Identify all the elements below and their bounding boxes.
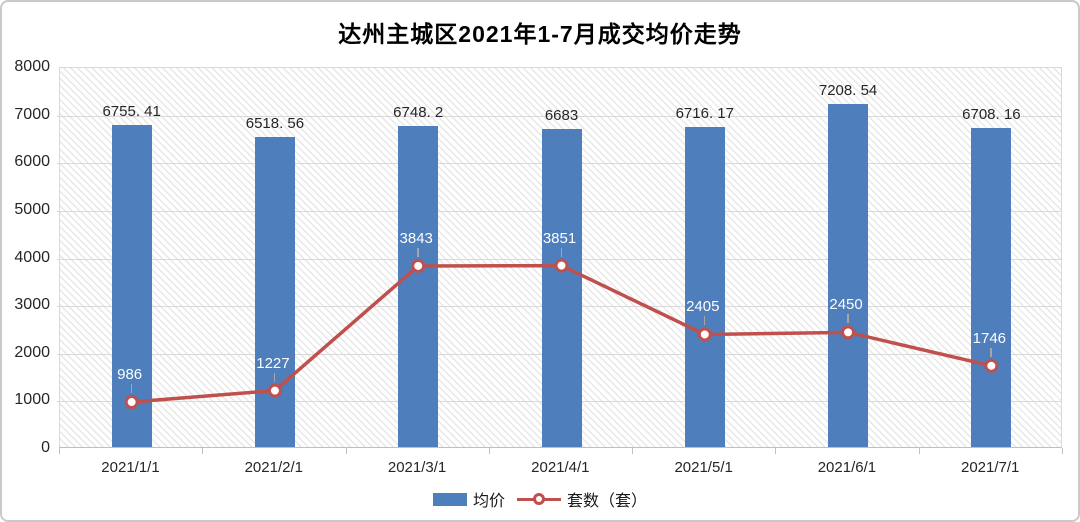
x-axis-tick	[488, 448, 490, 454]
bar	[684, 127, 725, 447]
x-axis-tick	[632, 448, 634, 454]
point-label-leader	[703, 316, 706, 326]
y-axis-tick-label: 5000	[14, 200, 50, 218]
legend: 均价 套数（套）	[2, 487, 1078, 511]
x-axis-category-label: 2021/1/1	[101, 459, 160, 476]
point-value-label: 1746	[972, 329, 1007, 347]
line-point-marker	[697, 327, 712, 342]
line-point-marker	[984, 358, 999, 373]
point-label-leader	[130, 384, 133, 394]
x-axis-tick	[202, 448, 204, 454]
point-value-label: 3843	[399, 229, 433, 247]
line-point-marker	[124, 395, 139, 410]
x-axis-category-label: 2021/2/1	[244, 459, 303, 476]
bar	[971, 127, 1012, 447]
y-axis-tick-label: 7000	[14, 105, 50, 123]
point-value-label: 986	[117, 366, 143, 384]
plot-area: 6755. 41 6518. 56 6748. 2 6683 6716. 17 7208.…	[57, 67, 1062, 448]
bar-value-label: 6708. 16	[962, 105, 1021, 123]
bar-value-label: 6755. 41	[102, 103, 161, 121]
point-label-leader	[273, 372, 276, 382]
point-value-label: 2450	[829, 296, 863, 314]
y-axis-tick-label: 8000	[14, 58, 50, 75]
x-axis-category-label: 2021/3/1	[387, 459, 447, 476]
legend-bar-swatch-icon	[432, 492, 467, 506]
bar	[111, 125, 152, 447]
bar	[828, 103, 869, 447]
point-value-label: 3851	[542, 229, 577, 247]
y-axis-tick-label: 6000	[14, 153, 50, 171]
point-value-label: 2405	[686, 298, 720, 316]
legend-line-marker-icon	[517, 492, 561, 506]
x-axis-category-label: 2021/6/1	[817, 459, 877, 476]
line-point-marker	[841, 325, 856, 340]
line-path	[131, 263, 992, 404]
x-axis-tick	[345, 448, 347, 454]
legend-circle-marker-icon	[533, 493, 545, 505]
y-axis-tick-label: 3000	[14, 296, 50, 314]
y-axis-tick-label: 4000	[14, 248, 50, 266]
line-point-marker	[411, 258, 426, 273]
line-point-marker	[554, 258, 569, 273]
x-axis-category-label: 2021/4/1	[531, 459, 590, 476]
bar	[541, 128, 582, 447]
x-axis-tick	[775, 448, 777, 454]
legend-bar-label: 均价	[472, 493, 505, 510]
legend-line-label: 套数（套）	[567, 493, 648, 510]
x-axis-tick	[59, 448, 60, 454]
line-series	[124, 258, 999, 410]
point-label-leader	[417, 247, 419, 257]
bar-value-label: 6716. 17	[675, 105, 734, 123]
point-label-leader	[847, 314, 849, 324]
bar	[398, 125, 439, 447]
bar-value-label: 6748. 2	[393, 103, 444, 121]
point-label-leader	[560, 247, 562, 257]
y-axis-tick-label: 1000	[14, 391, 50, 409]
line-point-marker	[267, 383, 282, 398]
chart-title: 达州主城区2021年1-7月成交均价走势	[338, 21, 742, 47]
point-label-leader	[990, 347, 992, 357]
y-axis-tick-label: 0	[41, 439, 50, 456]
x-axis-tick	[918, 448, 920, 454]
x-axis-tick	[1062, 448, 1063, 454]
gridline	[57, 115, 1061, 117]
x-axis-category-label: 2021/5/1	[674, 459, 733, 476]
bar-value-label: 6518. 56	[245, 114, 305, 132]
bar-value-label: 6683	[544, 106, 579, 124]
bar-value-label: 7208. 54	[818, 81, 878, 99]
x-axis-category-label: 2021/7/1	[961, 459, 1020, 476]
y-axis-tick-label: 2000	[14, 343, 50, 361]
point-value-label: 1227	[256, 354, 290, 372]
